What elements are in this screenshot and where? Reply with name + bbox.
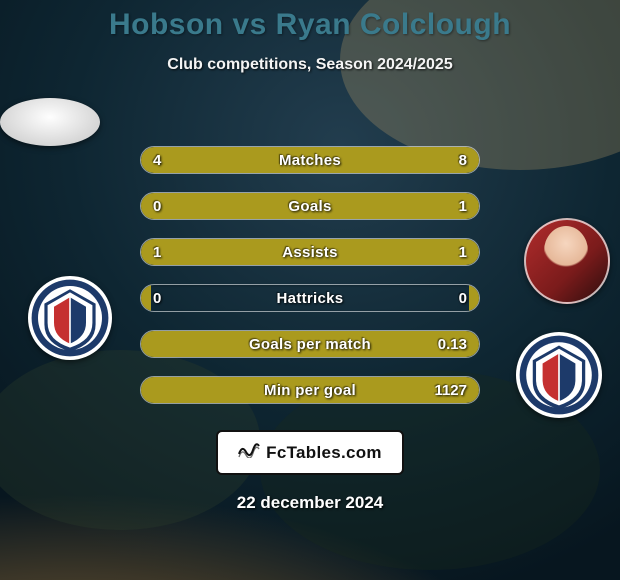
source-label: FcTables.com [266,443,382,463]
player-right-crest [516,332,602,418]
page-title: Hobson vs Ryan Colclough [0,8,620,42]
stat-label: Min per goal [141,377,479,403]
fctables-logo-icon [238,442,260,463]
player-left-crest [28,276,112,360]
stat-bar: 00Hattricks [140,284,480,312]
chesterfield-crest-icon [518,334,600,416]
stat-label: Matches [141,147,479,173]
stat-bar: 11Assists [140,238,480,266]
stat-label: Goals per match [141,331,479,357]
stats-section: 48Matches 01Goals 11Assists 00Hattricks 0.13… [0,98,620,404]
stat-bar: 1127Min per goal [140,376,480,404]
player-left-avatar [0,98,100,146]
stat-bar: 01Goals [140,192,480,220]
stat-bar: 0.13Goals per match [140,330,480,358]
stat-bar: 48Matches [140,146,480,174]
chesterfield-crest-icon [30,278,110,358]
subtitle: Club competitions, Season 2024/2025 [0,56,620,74]
stat-label: Goals [141,193,479,219]
source-badge[interactable]: FcTables.com [216,430,404,475]
stat-label: Assists [141,239,479,265]
comparison-date: 22 december 2024 [0,493,620,513]
stat-label: Hattricks [141,285,479,311]
player-right-avatar [524,218,610,304]
